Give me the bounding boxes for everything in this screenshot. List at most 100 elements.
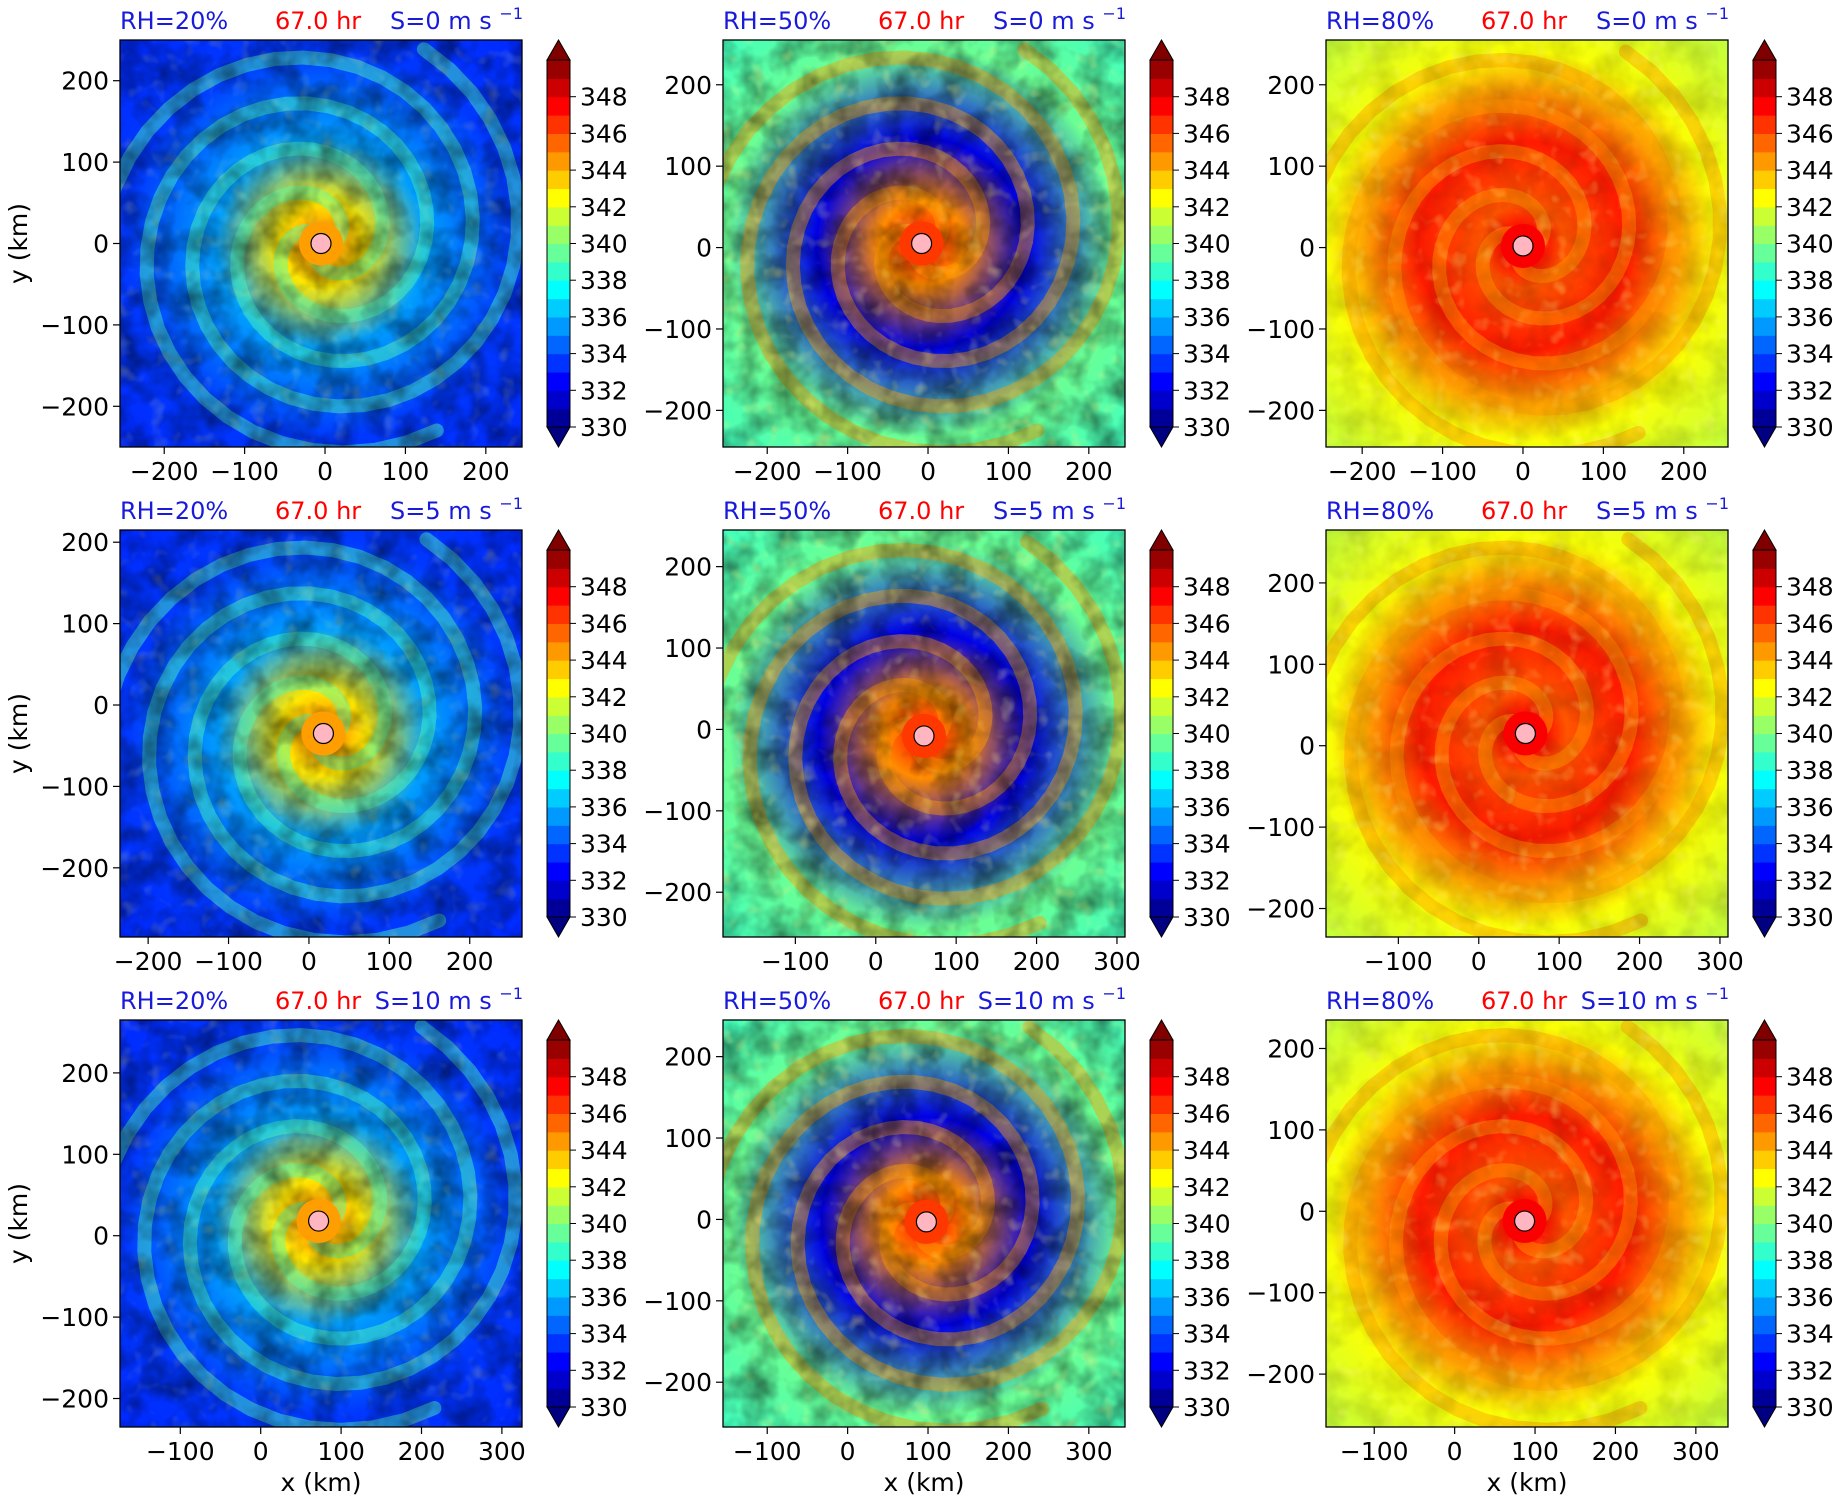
colorbar-tick-label: 346 — [1786, 1099, 1833, 1128]
colorbar-tick-label: 342 — [580, 683, 628, 712]
colorbar-tick-label: 334 — [1183, 340, 1231, 369]
x-axis-title: x (km) — [280, 1468, 361, 1497]
shear-exponent: −1 — [1705, 494, 1729, 513]
panel-2: −200 −100 0 100 200 −200 −100 0 100 200 RH=50% 67.0… — [643, 4, 1230, 486]
colorbar-segment — [1150, 806, 1173, 826]
panel-9: −100 0 100 200 300 −200 −100 0 100 200 RH=80% 67.0 … — [1246, 984, 1833, 1497]
colorbar-tick-label: 330 — [580, 1393, 628, 1422]
y-tick-label: 200 — [664, 1043, 712, 1072]
colorbar-segment — [547, 96, 570, 116]
colorbar-segment — [547, 568, 570, 588]
x-tick-label: 300 — [1093, 947, 1141, 976]
y-tick-label: −200 — [40, 1385, 109, 1414]
y-tick-label: 100 — [61, 610, 109, 639]
colorbar-segment — [547, 1315, 570, 1335]
colorbar-segment — [1150, 1076, 1173, 1096]
y-tick-label: 100 — [1267, 650, 1315, 679]
colorbar-extend-min — [1752, 916, 1777, 939]
colorbar-segment — [1150, 696, 1173, 716]
colorbar-tick-label: 340 — [580, 1210, 628, 1239]
colorbar-tick-label: 342 — [1786, 193, 1833, 222]
colorbar-segment — [547, 188, 570, 208]
colorbar-segment — [1150, 660, 1173, 680]
colorbar-segment — [1150, 1095, 1173, 1114]
colorbar-segment — [547, 843, 570, 863]
x-tick-label: 300 — [1065, 1437, 1113, 1466]
plot-frame — [1325, 1019, 1729, 1428]
colorbar-tick-label: 334 — [1183, 1320, 1231, 1349]
colorbar-segment — [1150, 280, 1173, 300]
y-tick-label: 200 — [61, 528, 109, 557]
colorbar-tick-label: 336 — [1786, 1283, 1833, 1312]
panel-shear-label: S=0 m s −1 — [390, 4, 523, 35]
x-axis-title: x (km) — [883, 1468, 964, 1497]
colorbar-segment — [547, 770, 570, 790]
colorbar-segment — [1753, 151, 1776, 171]
colorbar-tick-label: 332 — [580, 376, 628, 405]
colorbar-tick-label: 344 — [580, 1136, 628, 1165]
colorbar-segment — [1150, 788, 1173, 808]
y-tick-label: 100 — [664, 1124, 712, 1153]
colorbar-tick-label: 348 — [580, 83, 628, 112]
x-tick-label: 100 — [365, 947, 413, 976]
colorbar-extend-max — [1149, 1018, 1174, 1041]
x-tick-label: 0 — [868, 947, 884, 976]
colorbar-segment — [1753, 880, 1776, 900]
colorbar-tick-label: 340 — [580, 720, 628, 749]
y-tick-label: 200 — [1267, 71, 1315, 100]
colorbar-tick-label: 348 — [580, 573, 628, 602]
y-tick-label: 100 — [664, 152, 712, 181]
colorbar-tick-label: 332 — [1183, 866, 1231, 895]
colorbar-tick-label: 334 — [1786, 830, 1833, 859]
y-tick-label: −200 — [1246, 1360, 1315, 1389]
colorbar-segment — [1150, 225, 1173, 245]
colorbar-segment — [1753, 788, 1776, 808]
storm-center-marker — [1513, 1210, 1536, 1232]
colorbar-extend-min — [1149, 1406, 1174, 1429]
storm-center-marker — [310, 232, 332, 255]
x-tick-label: 200 — [446, 947, 494, 976]
colorbar-segment — [547, 1223, 570, 1243]
colorbar-tick-label: 340 — [1183, 1210, 1231, 1239]
colorbar-tick-label: 336 — [1183, 793, 1231, 822]
colorbar-segment — [1753, 1351, 1776, 1371]
x-tick-label: 200 — [1660, 457, 1708, 486]
colorbar-segment — [1753, 188, 1776, 208]
colorbar-segment — [1753, 170, 1776, 190]
colorbar-tick-label: 348 — [1183, 573, 1231, 602]
x-tick-label: 100 — [904, 1437, 952, 1466]
colorbar-extend-min — [546, 1406, 571, 1429]
colorbar: 330 332 334 336 338 340 342 344 346 348 — [1149, 528, 1231, 939]
colorbar-segment — [1753, 715, 1776, 735]
colorbar-segment — [1753, 1058, 1776, 1078]
y-tick-label: 100 — [61, 1140, 109, 1169]
y-tick-label: 200 — [1267, 569, 1315, 598]
colorbar-segment — [1150, 390, 1173, 410]
colorbar-tick-label: 336 — [580, 793, 628, 822]
colorbar-segment — [1150, 298, 1173, 318]
colorbar-segment — [547, 605, 570, 624]
colorbar-tick-label: 342 — [580, 1173, 628, 1202]
panel-time-label: 67.0 hr — [878, 987, 964, 1015]
colorbar-segment — [547, 1095, 570, 1114]
colorbar-segment — [1753, 623, 1776, 643]
y-tick-label: 200 — [664, 71, 712, 100]
colorbar-segment — [1753, 861, 1776, 881]
colorbar-tick-label: 346 — [1183, 609, 1231, 638]
colorbar-segment — [1150, 568, 1173, 588]
colorbar-segment — [1753, 1370, 1776, 1390]
colorbar-tick-label: 346 — [1786, 119, 1833, 148]
colorbar-segment — [1753, 371, 1776, 391]
colorbar-tick-label: 348 — [580, 1063, 628, 1092]
colorbar-segment — [1753, 78, 1776, 98]
theta-e-field — [723, 530, 1125, 937]
colorbar-segment — [1753, 1040, 1776, 1059]
y-tick-label: 0 — [93, 691, 109, 720]
x-tick-label: 0 — [1447, 1437, 1463, 1466]
colorbar-segment — [1753, 261, 1776, 281]
colorbar-segment — [1150, 243, 1173, 263]
colorbar: 330 332 334 336 338 340 342 344 346 348 — [1752, 1018, 1833, 1429]
shear-exponent: −1 — [1102, 4, 1126, 23]
panel-rh-label: RH=50% — [723, 7, 831, 35]
colorbar-segment — [547, 660, 570, 680]
